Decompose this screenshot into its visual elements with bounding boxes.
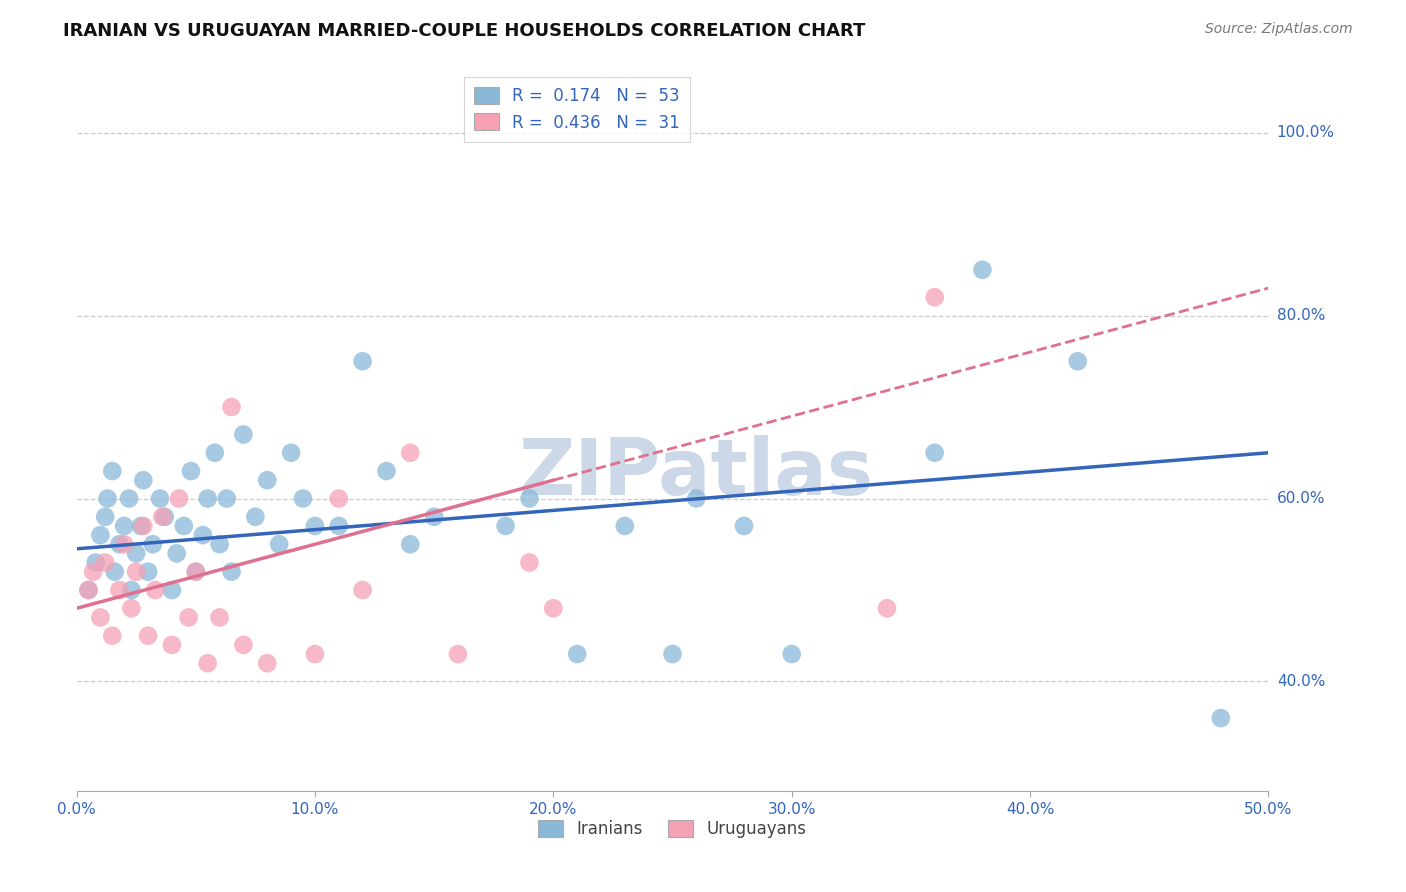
- Point: [204, 446, 226, 460]
- Point: [780, 647, 803, 661]
- Text: 100.0%: 100.0%: [1277, 125, 1334, 140]
- Point: [125, 546, 148, 560]
- Point: [328, 491, 350, 506]
- Point: [733, 519, 755, 533]
- Text: 80.0%: 80.0%: [1277, 308, 1324, 323]
- Point: [173, 519, 195, 533]
- Point: [1209, 711, 1232, 725]
- Point: [280, 446, 302, 460]
- Point: [149, 491, 172, 506]
- Point: [132, 473, 155, 487]
- Text: Source: ZipAtlas.com: Source: ZipAtlas.com: [1205, 22, 1353, 37]
- Point: [221, 400, 243, 414]
- Point: [120, 582, 142, 597]
- Point: [304, 647, 326, 661]
- Point: [399, 446, 422, 460]
- Point: [197, 491, 219, 506]
- Point: [104, 565, 127, 579]
- Legend: Iranians, Uruguayans: Iranians, Uruguayans: [531, 813, 813, 845]
- Point: [120, 601, 142, 615]
- Point: [232, 638, 254, 652]
- Point: [352, 354, 374, 368]
- Text: 60.0%: 60.0%: [1277, 491, 1326, 506]
- Point: [94, 556, 117, 570]
- Point: [167, 491, 190, 506]
- Point: [423, 509, 446, 524]
- Point: [101, 464, 124, 478]
- Point: [352, 582, 374, 597]
- Point: [197, 656, 219, 670]
- Point: [924, 290, 946, 304]
- Point: [160, 582, 183, 597]
- Point: [143, 582, 166, 597]
- Point: [191, 528, 214, 542]
- Point: [125, 565, 148, 579]
- Point: [84, 556, 107, 570]
- Point: [89, 528, 111, 542]
- Point: [142, 537, 165, 551]
- Text: 40.0%: 40.0%: [1277, 674, 1324, 689]
- Point: [245, 509, 267, 524]
- Point: [150, 509, 173, 524]
- Point: [328, 519, 350, 533]
- Point: [661, 647, 683, 661]
- Point: [89, 610, 111, 624]
- Text: ZIPatlas: ZIPatlas: [519, 435, 873, 511]
- Point: [613, 519, 636, 533]
- Point: [208, 537, 231, 551]
- Point: [519, 491, 541, 506]
- Point: [495, 519, 517, 533]
- Point: [876, 601, 898, 615]
- Point: [256, 656, 278, 670]
- Text: IRANIAN VS URUGUAYAN MARRIED-COUPLE HOUSEHOLDS CORRELATION CHART: IRANIAN VS URUGUAYAN MARRIED-COUPLE HOUS…: [63, 22, 866, 40]
- Point: [184, 565, 207, 579]
- Point: [184, 565, 207, 579]
- Point: [375, 464, 398, 478]
- Point: [565, 647, 588, 661]
- Point: [292, 491, 315, 506]
- Point: [82, 565, 104, 579]
- Point: [136, 565, 159, 579]
- Point: [232, 427, 254, 442]
- Point: [77, 582, 100, 597]
- Point: [132, 519, 155, 533]
- Point: [129, 519, 152, 533]
- Point: [112, 537, 135, 551]
- Point: [221, 565, 243, 579]
- Point: [160, 638, 183, 652]
- Point: [208, 610, 231, 624]
- Point: [108, 582, 131, 597]
- Point: [1067, 354, 1090, 368]
- Point: [269, 537, 291, 551]
- Point: [215, 491, 238, 506]
- Point: [399, 537, 422, 551]
- Point: [108, 537, 131, 551]
- Point: [180, 464, 202, 478]
- Point: [166, 546, 188, 560]
- Point: [543, 601, 565, 615]
- Point: [972, 262, 994, 277]
- Point: [77, 582, 100, 597]
- Point: [101, 629, 124, 643]
- Point: [177, 610, 200, 624]
- Point: [96, 491, 118, 506]
- Point: [118, 491, 141, 506]
- Point: [447, 647, 470, 661]
- Point: [136, 629, 159, 643]
- Point: [304, 519, 326, 533]
- Point: [112, 519, 135, 533]
- Point: [519, 556, 541, 570]
- Point: [685, 491, 707, 506]
- Point: [924, 446, 946, 460]
- Point: [153, 509, 176, 524]
- Point: [256, 473, 278, 487]
- Point: [94, 509, 117, 524]
